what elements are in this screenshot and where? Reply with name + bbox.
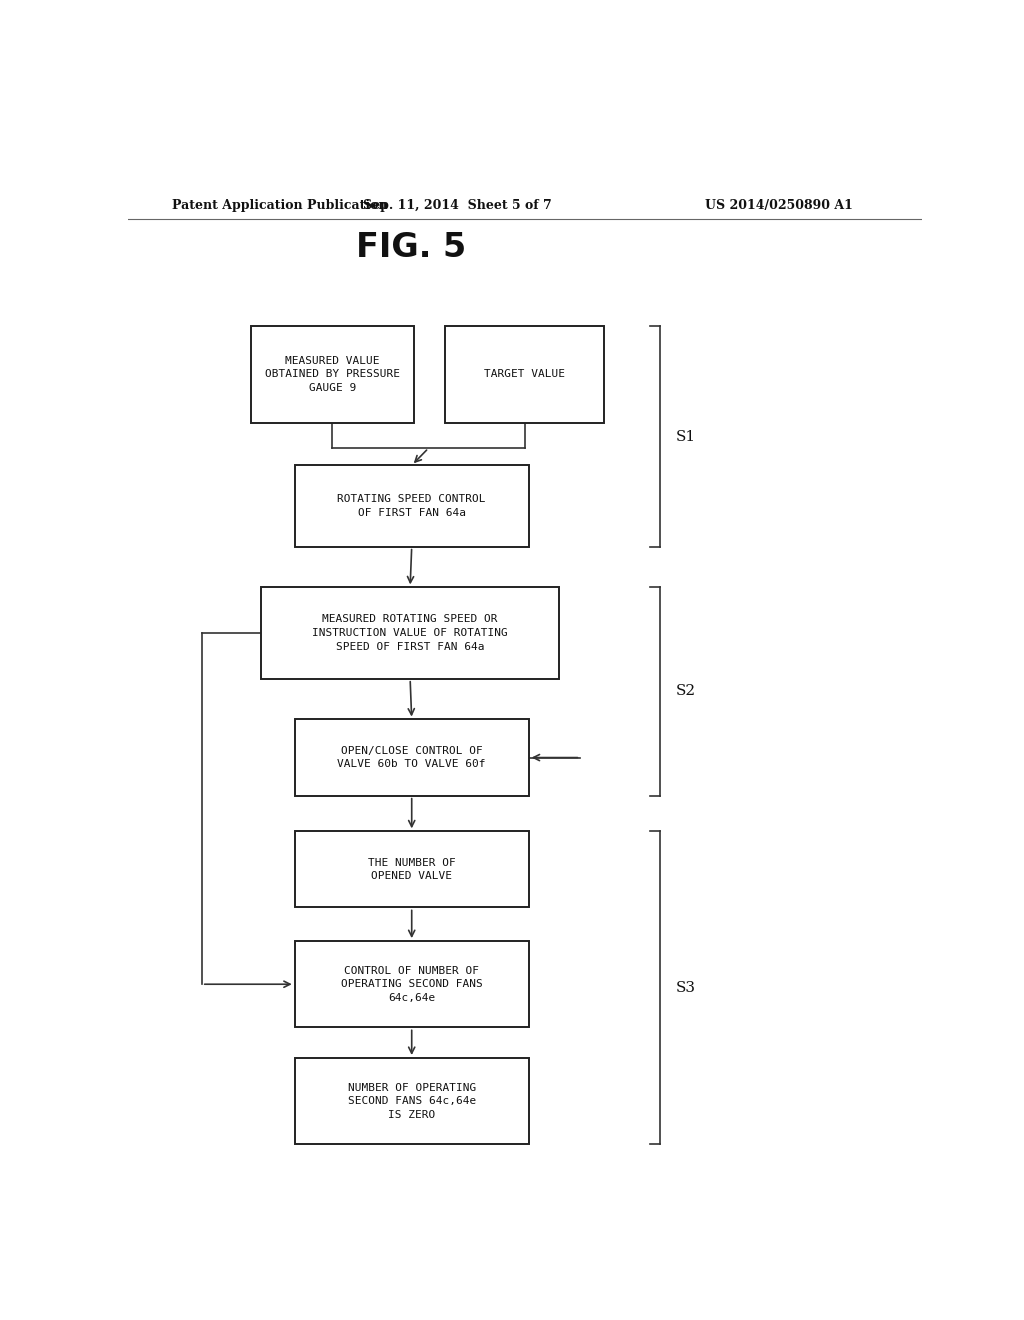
FancyBboxPatch shape xyxy=(295,941,528,1027)
Text: TARGET VALUE: TARGET VALUE xyxy=(484,370,565,379)
Text: OPEN/CLOSE CONTROL OF
VALVE 60b TO VALVE 60f: OPEN/CLOSE CONTROL OF VALVE 60b TO VALVE… xyxy=(338,746,486,770)
Text: Patent Application Publication: Patent Application Publication xyxy=(172,198,387,211)
Text: THE NUMBER OF
OPENED VALVE: THE NUMBER OF OPENED VALVE xyxy=(368,858,456,882)
Text: S3: S3 xyxy=(676,981,695,995)
Text: S1: S1 xyxy=(676,430,695,444)
FancyBboxPatch shape xyxy=(295,1057,528,1144)
FancyBboxPatch shape xyxy=(261,587,559,678)
FancyBboxPatch shape xyxy=(251,326,414,422)
Text: MEASURED ROTATING SPEED OR
INSTRUCTION VALUE OF ROTATING
SPEED OF FIRST FAN 64a: MEASURED ROTATING SPEED OR INSTRUCTION V… xyxy=(312,614,508,652)
FancyBboxPatch shape xyxy=(295,832,528,907)
FancyBboxPatch shape xyxy=(295,719,528,796)
Text: Sep. 11, 2014  Sheet 5 of 7: Sep. 11, 2014 Sheet 5 of 7 xyxy=(362,198,552,211)
Text: NUMBER OF OPERATING
SECOND FANS 64c,64e
IS ZERO: NUMBER OF OPERATING SECOND FANS 64c,64e … xyxy=(347,1082,476,1119)
Text: MEASURED VALUE
OBTAINED BY PRESSURE
GAUGE 9: MEASURED VALUE OBTAINED BY PRESSURE GAUG… xyxy=(265,356,399,393)
Text: FIG. 5: FIG. 5 xyxy=(356,231,467,264)
FancyBboxPatch shape xyxy=(445,326,604,422)
Text: S2: S2 xyxy=(676,684,695,698)
FancyBboxPatch shape xyxy=(295,466,528,546)
Text: US 2014/0250890 A1: US 2014/0250890 A1 xyxy=(705,198,853,211)
Text: ROTATING SPEED CONTROL
OF FIRST FAN 64a: ROTATING SPEED CONTROL OF FIRST FAN 64a xyxy=(338,494,486,517)
Text: CONTROL OF NUMBER OF
OPERATING SECOND FANS
64c,64e: CONTROL OF NUMBER OF OPERATING SECOND FA… xyxy=(341,966,482,1003)
